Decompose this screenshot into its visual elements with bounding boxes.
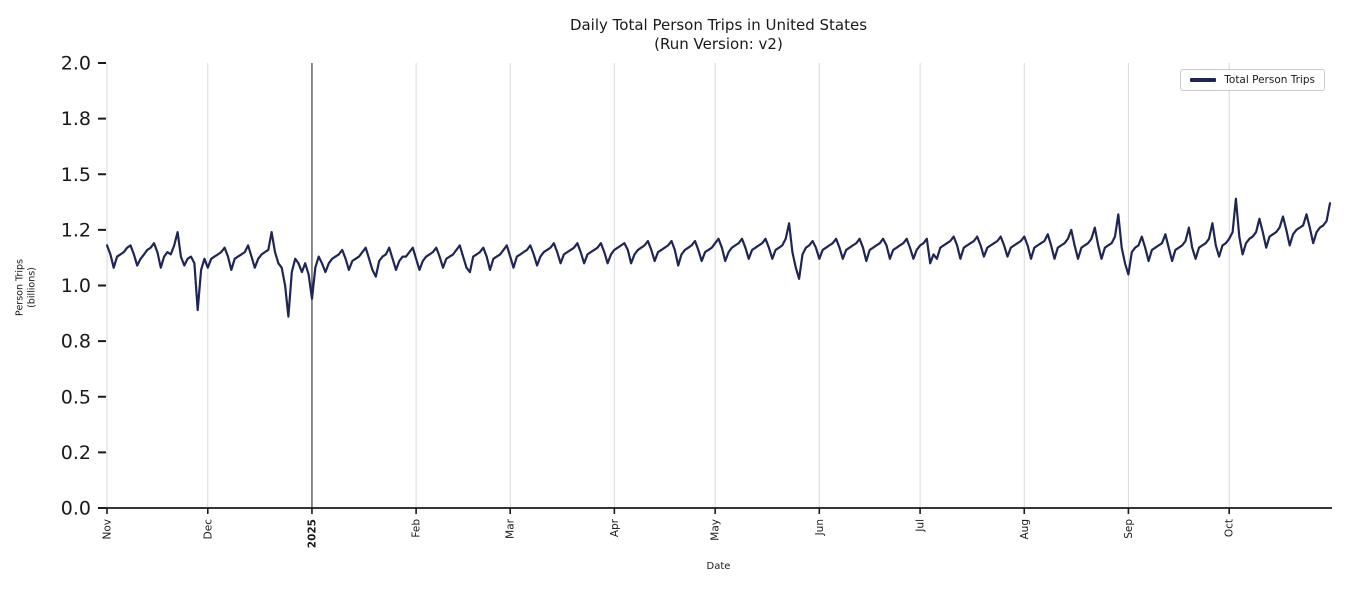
legend-box: Total Person Trips <box>1180 69 1325 91</box>
x-axis-label: Date <box>706 561 731 572</box>
x-tick-label-dec: Dec <box>202 519 214 540</box>
x-tick-label-nov: Nov <box>102 519 114 540</box>
x-tick-label-2025: 2025 <box>306 519 318 548</box>
y-tick-label-1.8: 1.8 <box>61 108 91 130</box>
y-tick-label-0.5: 0.5 <box>61 386 91 408</box>
x-tick-label-oct: Oct <box>1224 519 1236 537</box>
x-tick-label-feb: Feb <box>411 519 423 538</box>
chart-title-line2: (Run Version: v2) <box>654 35 783 53</box>
x-tick-label-jul: Jul <box>915 519 927 533</box>
chart-title-line1: Daily Total Person Trips in United State… <box>569 16 868 34</box>
legend-line-swatch <box>1190 78 1217 82</box>
x-tick-label-may: May <box>710 519 722 541</box>
y-tick-label-0.0: 0.0 <box>61 498 91 520</box>
y-axis-label-line1: Person Trips <box>14 259 26 316</box>
x-tick-label-aug: Aug <box>1019 519 1031 540</box>
x-tick-label-sep: Sep <box>1123 519 1135 539</box>
chart-title: Daily Total Person Trips in United State… <box>107 16 1330 54</box>
y-tick-label-0.8: 0.8 <box>61 331 91 353</box>
y-tick-label-1.5: 1.5 <box>61 164 91 186</box>
y-axis-label-line2: (billions) <box>26 267 37 308</box>
y-tick-label-0.2: 0.2 <box>61 442 91 464</box>
x-tick-label-jun: Jun <box>814 519 826 536</box>
y-tick-label-1.0: 1.0 <box>61 275 91 297</box>
y-tick-label-1.2: 1.2 <box>61 219 91 241</box>
x-tick-label-mar: Mar <box>505 518 517 538</box>
x-tick-label-apr: Apr <box>609 518 621 537</box>
y-axis-label: Person Trips (billions) <box>15 218 38 358</box>
series-line-total-person-trips <box>105 197 1332 318</box>
legend-label: Total Person Trips <box>1224 74 1315 86</box>
y-tick-label-2.0: 2.0 <box>61 53 91 75</box>
